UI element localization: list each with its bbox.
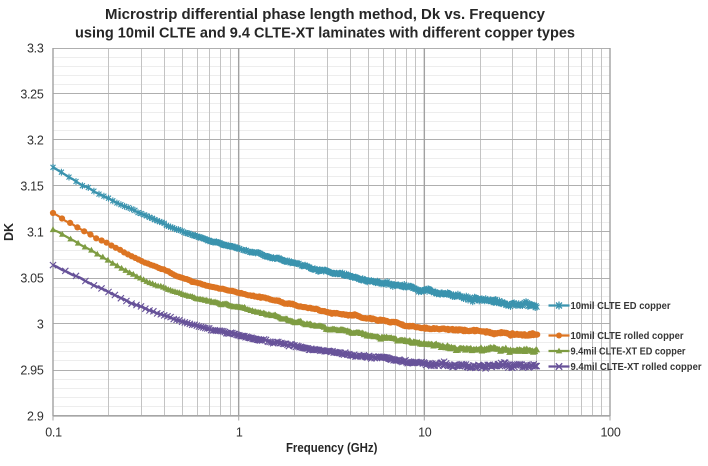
- svg-text:3.15: 3.15: [20, 180, 43, 194]
- svg-text:100: 100: [601, 426, 621, 440]
- svg-text:2.95: 2.95: [20, 364, 43, 378]
- svg-text:10mil CLTE ED copper: 10mil CLTE ED copper: [571, 301, 671, 312]
- svg-text:DK: DK: [2, 223, 16, 241]
- svg-text:3.25: 3.25: [20, 88, 43, 102]
- svg-text:10: 10: [418, 426, 432, 440]
- svg-text:3.1: 3.1: [27, 226, 44, 240]
- svg-text:3.3: 3.3: [27, 42, 44, 56]
- svg-text:Frequency (GHz): Frequency (GHz): [286, 440, 378, 455]
- svg-text:3.2: 3.2: [27, 134, 44, 148]
- svg-text:Microstrip differential phase: Microstrip differential phase length met…: [105, 7, 545, 23]
- svg-text:3.05: 3.05: [20, 272, 43, 286]
- svg-text:10mil CLTE rolled copper: 10mil CLTE rolled copper: [571, 331, 684, 342]
- svg-text:9.4mil CLTE-XT ED copper: 9.4mil CLTE-XT ED copper: [571, 347, 686, 358]
- svg-text:2.9: 2.9: [27, 410, 44, 424]
- svg-text:using 10mil CLTE and 9.4 CLTE-: using 10mil CLTE and 9.4 CLTE-XT laminat…: [75, 26, 575, 42]
- svg-text:3: 3: [37, 318, 44, 332]
- svg-text:0.1: 0.1: [45, 426, 62, 440]
- svg-text:9.4mil CLTE-XT rolled copper: 9.4mil CLTE-XT rolled copper: [571, 362, 702, 373]
- svg-text:1: 1: [236, 426, 243, 440]
